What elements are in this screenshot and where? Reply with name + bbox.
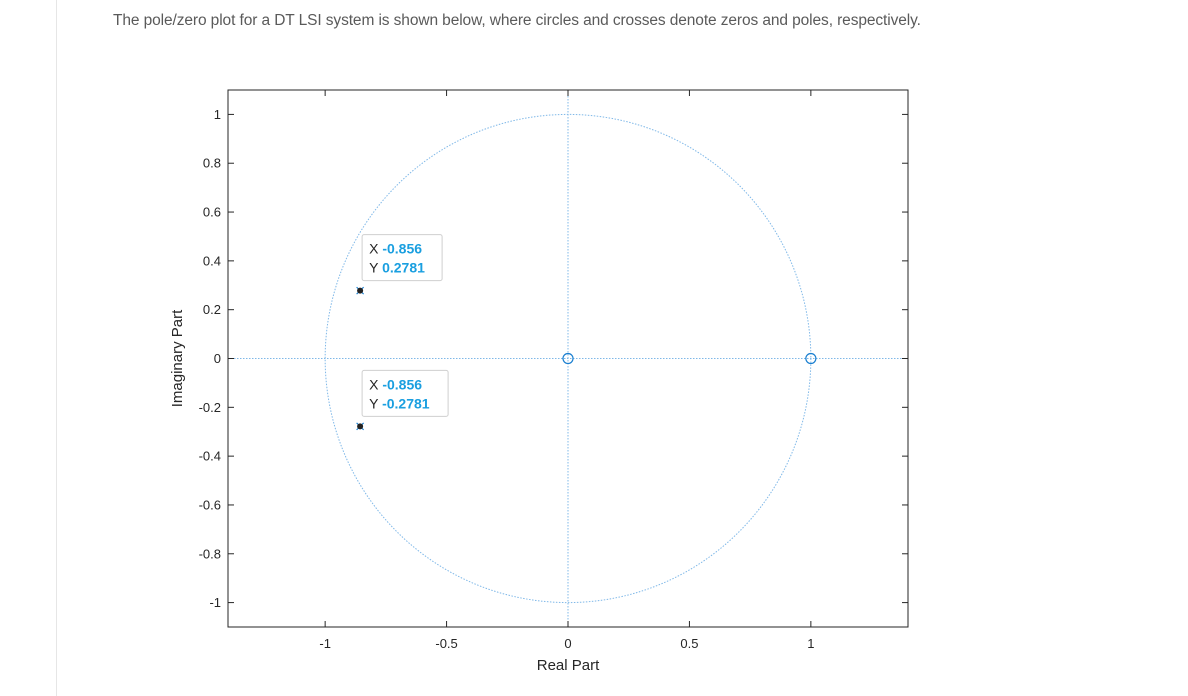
y-tick-label: -0.2 (199, 400, 221, 415)
y-tick-label: 0.6 (203, 205, 221, 220)
x-tick-label: -1 (319, 636, 331, 651)
zero-marker (805, 352, 817, 365)
datatip-x-key: X (369, 241, 382, 257)
y-tick-label: 0.8 (203, 156, 221, 171)
datatip-anchor-dot (357, 423, 364, 430)
datatip-x-line: X -0.856 (369, 241, 422, 257)
datatip-x-key: X (369, 376, 382, 392)
y-tick-label: 0.4 (203, 253, 221, 268)
y-tick-label: -0.6 (199, 497, 221, 512)
y-tick-label: -0.4 (199, 449, 221, 464)
x-tick-label: -0.5 (435, 636, 457, 651)
x-tick-label: 0 (564, 636, 571, 651)
y-tick-label: 1 (214, 107, 221, 122)
datatip-box (361, 369, 449, 417)
zero-marker (562, 352, 574, 365)
datatip-x-line: X -0.856 (369, 376, 422, 392)
question-text: The pole/zero plot for a DT LSI system i… (113, 12, 921, 29)
datatip-y-value: 0.2781 (382, 260, 425, 276)
datatip-y-value: -0.2781 (382, 395, 430, 411)
x-tick-label: 0.5 (680, 636, 698, 651)
content-left-rule (56, 0, 57, 696)
datatip-y-line: Y 0.2781 (369, 260, 425, 276)
datatip-box (361, 234, 443, 282)
y-tick-label: -1 (209, 595, 221, 610)
datatip-anchor-dot (357, 287, 364, 294)
datatip-y-line: Y -0.2781 (369, 395, 430, 411)
y-axis-label: Imaginary Part (169, 309, 186, 407)
datatip-y-key: Y (369, 260, 382, 276)
y-tick-label: 0.2 (203, 302, 221, 317)
datatip-y-key: Y (369, 395, 382, 411)
x-axis-label: Real Part (537, 657, 600, 674)
y-tick-label: -0.8 (199, 546, 221, 561)
datatip-x-value: -0.856 (382, 376, 422, 392)
x-tick-label: 1 (807, 636, 814, 651)
y-tick-label: 0 (214, 351, 221, 366)
datatip-x-value: -0.856 (382, 241, 422, 257)
unit-circle (324, 113, 812, 604)
